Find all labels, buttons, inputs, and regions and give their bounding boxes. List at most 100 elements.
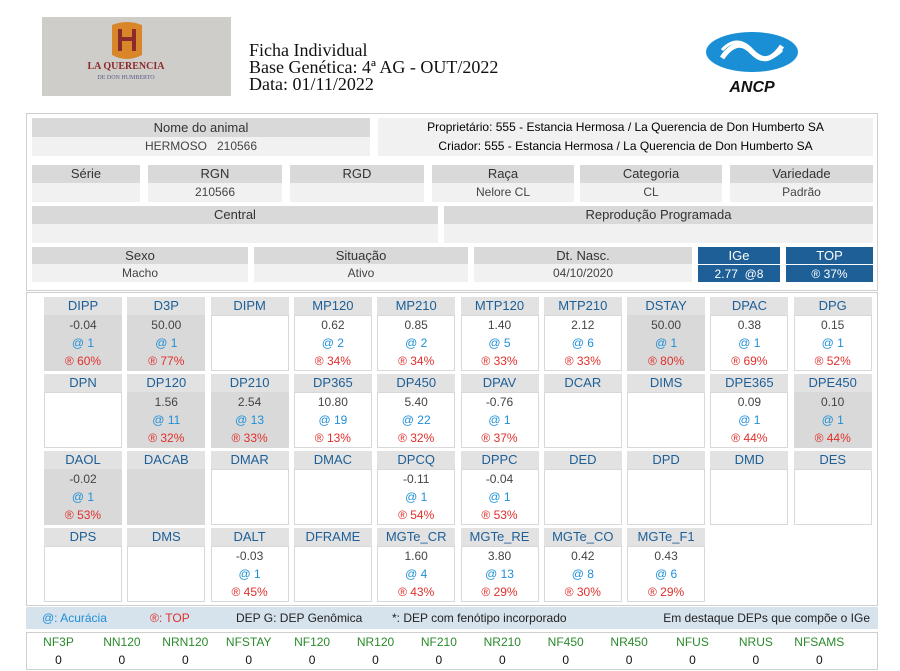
dep-top: ® 33% [231,431,268,445]
dep-top: ® 43% [398,585,435,599]
title-line: Data: 01/11/2022 [249,74,374,94]
dep-value: 50.00 [151,318,182,332]
nf-name: NN120 [103,635,141,649]
dep-name: MGTe_RE [460,528,539,546]
nf-name: NFSAMS [794,635,845,649]
dep-name: DP450 [377,374,456,392]
dep-name: DCAR [543,374,622,392]
nf-value: 0 [118,653,126,667]
dep-name: MGTe_CR [377,528,456,546]
dep-top: ® 45% [231,585,268,599]
dep-accuracy: @ 1 [654,336,678,350]
legend-item: ®: TOP [150,611,190,625]
dep-top: ® 53% [64,508,102,522]
dep-name: DPE365 [710,374,789,392]
logo-text: LA QUERENCIA [88,61,166,72]
dep-top: ® 69% [731,354,768,368]
dep-top: ® 13% [314,431,351,445]
dep-body [210,392,289,448]
legend-item: @: Acurácia [42,611,107,625]
nf-name: NF210 [420,635,457,649]
field-label: Raça [432,165,574,183]
dep-name: DFRAME [293,528,372,546]
dep-body [543,315,622,371]
dep-value: 3.80 [487,549,512,563]
legend-item: *: DEP com fenótipo incorporado [392,611,567,625]
dep-value: -0.11 [402,472,430,486]
dep-body [627,315,706,371]
owner-bg [378,118,873,156]
dep-name: DIPM [210,297,289,315]
dep-body [793,469,872,525]
dep-body [127,315,206,371]
dep-accuracy: @ 13 [485,567,514,581]
dep-body [543,469,622,525]
field-value: Nelore CL [432,183,574,202]
dep-body [293,315,372,371]
dep-top: ® 33% [564,354,601,368]
nf-name: NR120 [356,635,395,649]
dep-name: DSTAY [627,297,706,315]
field-value [32,224,438,243]
field-value [444,224,873,243]
dep-body [543,392,622,448]
logo-art: LA QUERENCIA DE DON HUMBERTO [42,17,231,96]
dep-name: DPG [793,297,872,315]
info-box [26,113,878,291]
field-label: Sexo [32,247,248,264]
dep-body [460,469,539,525]
nf-name: NF120 [294,635,331,649]
dep-accuracy: @ 8 [571,567,594,581]
dep-name: DALT [210,528,289,546]
dep-body [710,315,789,371]
field-label: Nome do animal [32,118,370,137]
legend-item: DEP G: DEP Genômica [236,611,363,625]
dep-value: 0.43 [654,549,678,563]
dep-name: DPAC [710,297,789,315]
dep-value: 10.80 [317,395,348,409]
dep-top: ® 44% [731,431,768,445]
dep-name: DPPC [460,451,539,469]
dep-accuracy: @ 1 [821,336,844,350]
dep-body [44,546,122,602]
dep-name: DPE450 [793,374,872,392]
field-value: 210566 [148,183,282,202]
dep-accuracy: @ 1 [738,336,761,350]
dep-value: 1.56 [154,395,178,409]
title-line: Base Genética: 4ª AG - OUT/2022 [249,57,499,77]
dep-value: 1.60 [404,549,428,563]
nf-name: NFSTAY [225,635,272,649]
dep-accuracy: @ 1 [405,490,428,504]
dep-value: 0.15 [821,318,845,332]
field-value [32,183,140,202]
owner-line: Proprietário: 555 - Estancia Hermosa / L… [427,120,824,134]
dep-value: 0.62 [321,318,345,332]
dep-body [127,469,206,525]
field-label: Situação [254,247,468,264]
dep-body [210,469,289,525]
dep-body [44,392,122,448]
dep-body [127,392,206,448]
dep-body [377,392,456,448]
dep-value: -0.03 [235,549,264,563]
logo-text: DE DON HUMBERTO [97,75,155,81]
dep-body [460,392,539,448]
dep-top: ® 30% [564,585,601,599]
dep-name: DAOL [44,451,122,469]
dep-accuracy: @ 6 [654,567,678,581]
dep-body [460,546,539,602]
nf-value: 0 [435,653,443,667]
dep-body [710,392,789,448]
dep-body [377,315,456,371]
dep-name: DIPP [44,297,122,315]
dep-accuracy: @ 2 [321,336,344,350]
dep-box [26,292,878,606]
dep-top: ® 34% [314,354,351,368]
nf-name: NF3P [43,635,74,649]
dep-top: ® 29% [481,585,518,599]
dep-body [377,469,456,525]
nf-value: 0 [245,653,253,667]
dep-accuracy: @ 1 [155,336,178,350]
dep-top: ® 32% [148,431,185,445]
dep-accuracy: @ 6 [571,336,594,350]
